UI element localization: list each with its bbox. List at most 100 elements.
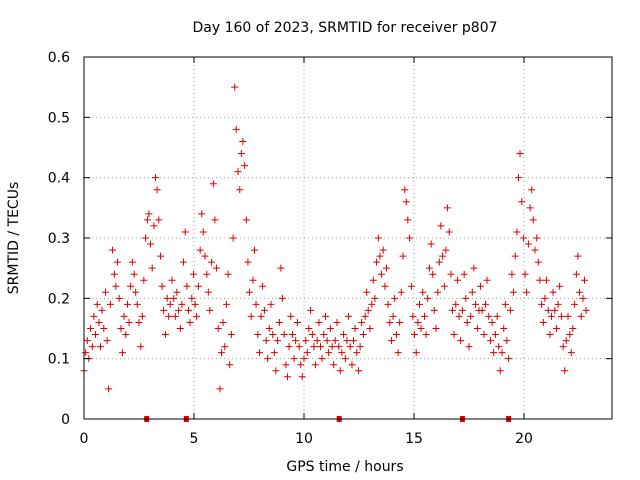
data-point xyxy=(88,343,96,351)
data-point xyxy=(421,312,429,320)
data-point xyxy=(417,325,425,332)
data-point xyxy=(208,258,216,266)
data-point xyxy=(515,174,522,182)
data-point xyxy=(269,331,277,339)
y-tick-label: 0.5 xyxy=(48,110,70,126)
data-point xyxy=(290,355,298,363)
data-point xyxy=(521,270,529,278)
data-point xyxy=(482,300,489,308)
data-point xyxy=(505,355,513,363)
data-point xyxy=(218,349,225,357)
data-point xyxy=(526,204,534,212)
data-point xyxy=(338,349,346,357)
data-point xyxy=(152,174,159,182)
data-point xyxy=(396,318,404,326)
data-point xyxy=(425,264,433,272)
data-point xyxy=(138,312,146,320)
data-point xyxy=(171,312,179,320)
data-point xyxy=(458,306,466,314)
data-point xyxy=(402,198,410,206)
data-point xyxy=(148,264,156,272)
y-tick-label: 0.1 xyxy=(48,352,70,368)
data-point xyxy=(150,222,158,230)
data-point xyxy=(364,306,372,314)
data-point xyxy=(260,306,268,314)
data-point xyxy=(355,367,363,375)
data-point xyxy=(452,300,460,308)
data-point xyxy=(214,325,222,332)
data-point xyxy=(203,270,211,278)
data-point xyxy=(135,318,143,326)
data-point xyxy=(93,300,101,308)
data-point xyxy=(356,343,364,351)
data-point xyxy=(462,294,470,302)
data-point xyxy=(401,186,409,194)
data-point xyxy=(310,343,318,351)
data-point xyxy=(410,331,418,339)
data-point xyxy=(432,325,440,332)
data-point xyxy=(161,331,169,339)
data-point xyxy=(270,349,278,357)
data-point xyxy=(399,252,407,260)
data-point xyxy=(496,367,504,375)
data-point xyxy=(503,337,511,345)
data-point xyxy=(143,216,151,224)
data-point xyxy=(133,300,141,308)
data-point xyxy=(241,162,249,170)
data-point xyxy=(140,276,148,284)
data-point xyxy=(472,300,480,308)
data-point xyxy=(110,270,118,278)
data-point xyxy=(546,331,554,339)
data-point xyxy=(320,331,328,339)
data-point xyxy=(439,252,447,260)
data-point xyxy=(216,385,224,393)
y-tick-label: 0.3 xyxy=(48,231,70,247)
data-point xyxy=(206,306,214,314)
data-point xyxy=(485,312,493,320)
data-point xyxy=(353,349,361,357)
data-point xyxy=(115,294,123,302)
data-point xyxy=(191,300,199,308)
data-point xyxy=(226,361,234,369)
data-point xyxy=(242,216,250,224)
data-point xyxy=(325,349,333,357)
data-point xyxy=(566,331,574,339)
data-point xyxy=(277,264,285,272)
data-point xyxy=(500,325,508,332)
data-point xyxy=(300,355,308,363)
data-point xyxy=(366,325,374,332)
data-point xyxy=(130,270,138,278)
data-point xyxy=(209,180,217,188)
data-point xyxy=(186,318,194,326)
data-point xyxy=(488,318,496,326)
data-point xyxy=(572,270,580,278)
data-point xyxy=(272,367,280,375)
data-point xyxy=(289,331,297,339)
x-axis-label: GPS time / hours xyxy=(286,459,403,475)
data-point xyxy=(406,234,414,242)
data-point xyxy=(542,276,550,284)
data-point xyxy=(198,210,206,218)
data-point xyxy=(437,222,445,230)
data-point xyxy=(330,361,338,369)
data-point xyxy=(298,373,306,381)
data-point xyxy=(328,343,336,351)
data-point xyxy=(409,312,417,320)
data-point xyxy=(128,258,136,266)
data-point xyxy=(249,276,257,284)
data-point xyxy=(575,288,583,296)
data-point xyxy=(307,306,315,314)
data-point xyxy=(185,306,192,314)
data-point xyxy=(440,282,448,290)
data-point xyxy=(95,318,103,326)
axis-ticks xyxy=(83,56,612,420)
data-point xyxy=(336,367,344,375)
data-point xyxy=(193,312,201,320)
data-point xyxy=(457,337,465,345)
data-point xyxy=(487,337,495,345)
data-point xyxy=(397,288,405,296)
data-point xyxy=(204,288,212,296)
data-point xyxy=(201,252,209,260)
data-point xyxy=(91,331,99,339)
